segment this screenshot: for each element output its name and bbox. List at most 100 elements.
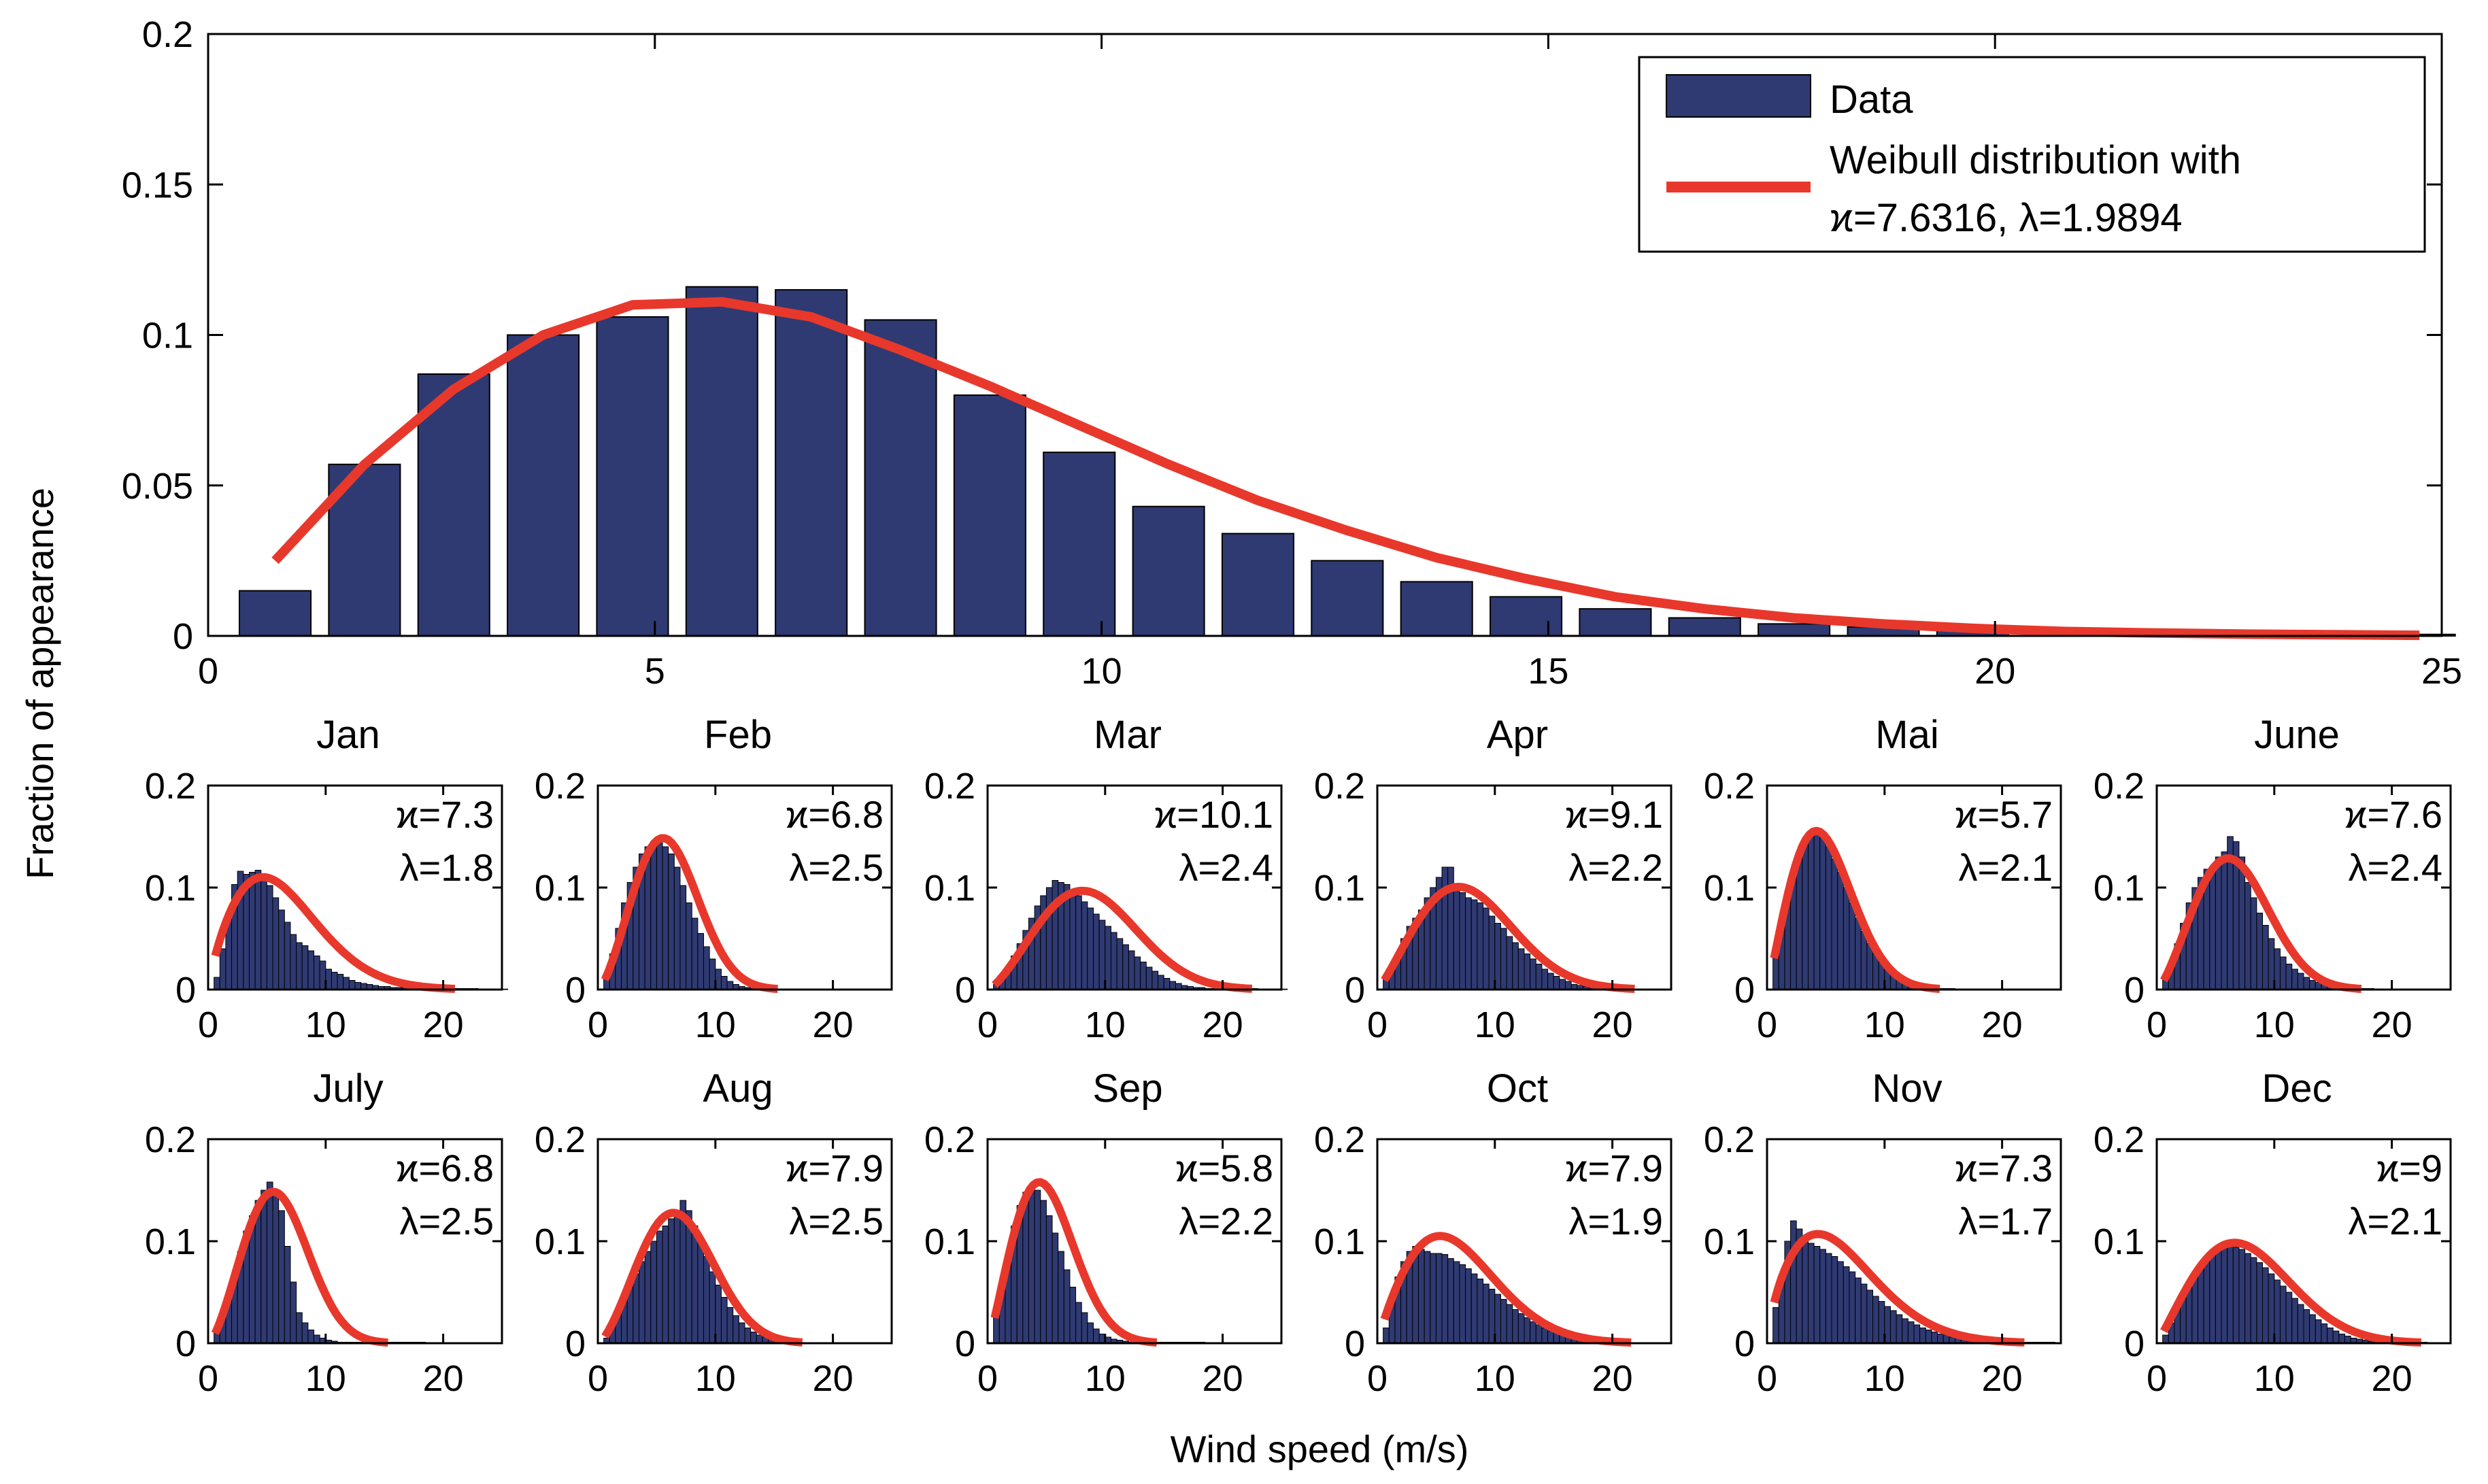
month-bar bbox=[726, 1307, 734, 1344]
month-bar bbox=[1447, 1258, 1454, 1344]
month-bar bbox=[214, 977, 220, 990]
main-bar bbox=[864, 319, 937, 637]
month-y-tick-label: 0.1 bbox=[1314, 868, 1365, 909]
month-bar bbox=[301, 945, 309, 990]
month-bar bbox=[1772, 1307, 1779, 1344]
month-y-tick-label: 0.1 bbox=[1704, 868, 1755, 909]
month-title: June bbox=[2254, 713, 2340, 757]
month-lambda-label: λ=2.4 bbox=[1179, 846, 1273, 889]
month-y-tick-label: 0 bbox=[1345, 970, 1365, 1011]
month-x-tick-label: 10 bbox=[305, 1358, 346, 1399]
month-bar bbox=[1116, 938, 1124, 990]
month-x-tick-label: 20 bbox=[423, 1358, 464, 1399]
month-x-tick-label: 10 bbox=[695, 1005, 736, 1045]
month-x-tick-label: 20 bbox=[1203, 1005, 1243, 1045]
month-lambda-label: λ=2.5 bbox=[399, 1200, 494, 1243]
month-fit-curve bbox=[211, 873, 456, 993]
month-bar bbox=[1477, 903, 1484, 990]
main-bar bbox=[1400, 581, 1473, 637]
month-bar bbox=[2256, 1262, 2264, 1344]
month-bar bbox=[2279, 956, 2287, 990]
month-bar bbox=[260, 1190, 267, 1344]
month-bar bbox=[691, 1226, 699, 1344]
month-kappa-label: ϰ=10.1 bbox=[1154, 793, 1273, 836]
month-title: Mar bbox=[1094, 713, 1162, 757]
month-bar bbox=[2221, 1246, 2228, 1344]
month-bar bbox=[2203, 1256, 2210, 1344]
month-x-tick-label: 0 bbox=[977, 1005, 998, 1045]
month-bar bbox=[1081, 1312, 1088, 1344]
month-bar bbox=[290, 1281, 297, 1344]
month-bar bbox=[2227, 1246, 2234, 1344]
month-bar bbox=[1517, 948, 1525, 990]
month-x-tick-label: 20 bbox=[2372, 1358, 2413, 1399]
month-lambda-label: λ=2.1 bbox=[2348, 1200, 2442, 1243]
main-y-tick-label: 0.1 bbox=[142, 316, 193, 356]
month-bar bbox=[673, 866, 681, 990]
month-title: Dec bbox=[2262, 1066, 2332, 1111]
month-kappa-label: ϰ=6.8 bbox=[396, 1147, 494, 1190]
month-bar bbox=[1896, 1314, 1903, 1344]
month-bar bbox=[750, 1332, 757, 1344]
month-y-tick-label: 0.2 bbox=[1704, 1119, 1755, 1160]
month-plot-aug: 0 10 20 0 0.1 0.2 Aug ϰ=7.9 λ=2.5 bbox=[535, 1066, 893, 1399]
month-bar bbox=[1063, 1269, 1071, 1344]
main-y-tick-label: 0.15 bbox=[122, 165, 193, 205]
month-x-tick-label: 10 bbox=[695, 1358, 736, 1399]
month-bar bbox=[644, 1251, 652, 1344]
month-x-tick-label: 0 bbox=[2147, 1358, 2167, 1399]
month-bar bbox=[284, 1246, 291, 1344]
month-y-tick-label: 0.1 bbox=[1314, 1221, 1365, 1262]
month-bar bbox=[1028, 1185, 1035, 1344]
month-bar bbox=[1819, 836, 1826, 990]
month-bar bbox=[1470, 1273, 1478, 1344]
month-bar bbox=[296, 1312, 303, 1344]
month-y-tick-label: 0.1 bbox=[924, 1221, 975, 1262]
month-bar bbox=[691, 917, 699, 990]
month-plot-oct: 0 10 20 0 0.1 0.2 Oct ϰ=7.9 λ=1.9 bbox=[1314, 1066, 1672, 1399]
month-bar bbox=[686, 903, 692, 990]
month-bar bbox=[1802, 841, 1809, 990]
month-x-tick-label: 20 bbox=[1592, 1358, 1633, 1399]
month-y-tick-label: 0.2 bbox=[535, 1119, 586, 1160]
month-bar bbox=[314, 956, 320, 990]
month-bar bbox=[1069, 889, 1077, 990]
month-bar bbox=[1459, 892, 1466, 990]
month-bar bbox=[1790, 1220, 1797, 1344]
month-bar bbox=[2209, 1251, 2216, 1344]
main-bar bbox=[1132, 505, 1205, 637]
month-bar bbox=[1843, 1266, 1850, 1344]
month-bar bbox=[272, 897, 280, 990]
month-bar bbox=[1517, 1313, 1525, 1344]
month-bar bbox=[1424, 1251, 1431, 1344]
month-bar bbox=[331, 972, 338, 990]
month-kappa-label: ϰ=7.3 bbox=[1955, 1147, 2053, 1190]
month-title: Mai bbox=[1875, 713, 1938, 757]
month-bar bbox=[2327, 1328, 2334, 1344]
month-bar bbox=[1553, 976, 1560, 990]
main-bar bbox=[775, 289, 848, 637]
month-y-tick-label: 0.1 bbox=[535, 868, 586, 909]
month-bar bbox=[1034, 1190, 1041, 1344]
month-kappa-label: ϰ=7.6 bbox=[2344, 793, 2442, 836]
month-bar bbox=[1087, 1322, 1094, 1344]
month-title: Apr bbox=[1487, 713, 1548, 757]
legend-data-swatch bbox=[1666, 74, 1811, 118]
month-bar bbox=[1022, 1192, 1029, 1344]
month-bar bbox=[1937, 1334, 1944, 1344]
month-bar bbox=[1494, 923, 1501, 990]
month-bar bbox=[662, 846, 669, 990]
month-bar bbox=[1547, 973, 1554, 990]
legend-data-label: Data bbox=[1830, 78, 1913, 122]
main-y-tick-label: 0 bbox=[173, 616, 193, 657]
month-bar bbox=[1913, 1324, 1921, 1344]
month-x-tick-label: 10 bbox=[1475, 1358, 1515, 1399]
month-bar bbox=[1907, 1321, 1915, 1344]
month-bar bbox=[1500, 928, 1507, 990]
main-x-tick-label: 15 bbox=[1528, 651, 1568, 692]
month-bar bbox=[2232, 1247, 2240, 1344]
month-x-tick-label: 20 bbox=[1982, 1358, 2023, 1399]
month-bar bbox=[2309, 1314, 2316, 1344]
month-bar bbox=[2291, 968, 2298, 990]
main-bar bbox=[1221, 533, 1295, 637]
